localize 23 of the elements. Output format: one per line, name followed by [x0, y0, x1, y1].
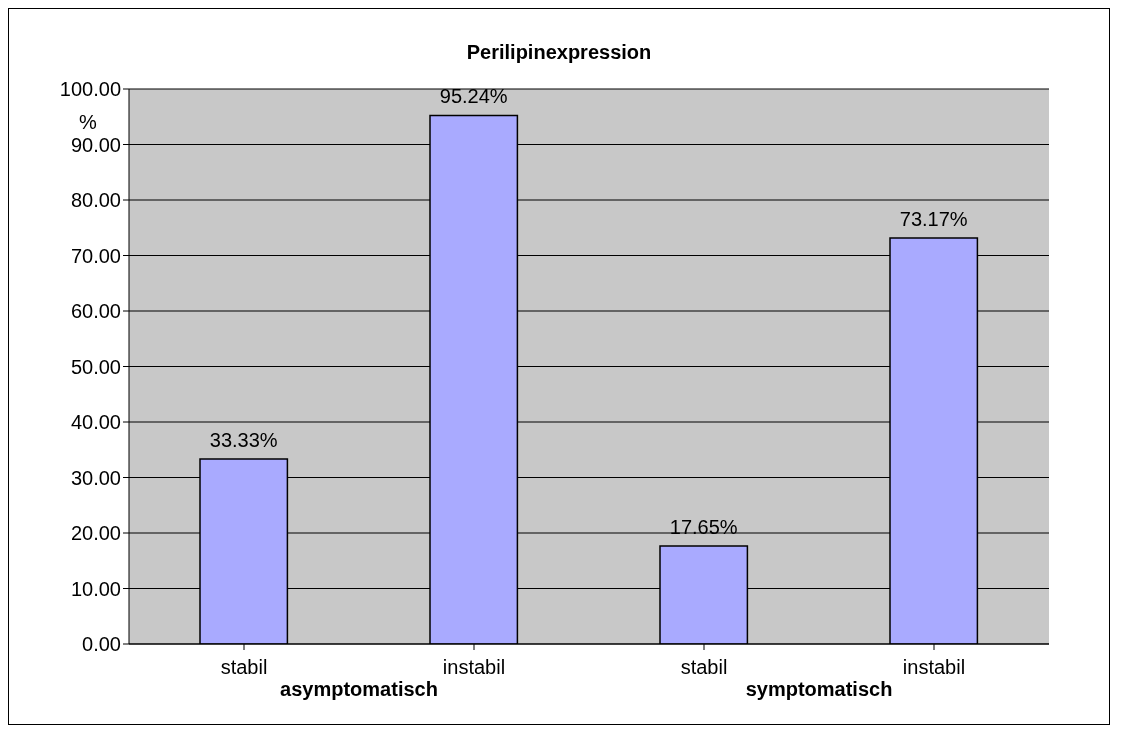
- y-tick-label: 10.00: [70, 577, 121, 600]
- text: asymptomatisch: [280, 678, 438, 700]
- text: symptomatisch: [745, 678, 893, 700]
- y-tick-label: 0.00: [82, 633, 121, 656]
- data-label: 33.33%: [209, 429, 278, 452]
- y-tick-label: 20.00: [70, 522, 121, 545]
- y-tick-label: 60.00: [70, 300, 121, 323]
- data-label: 17.65%: [669, 516, 738, 539]
- x-tick-label: instabil: [442, 656, 506, 678]
- y-tick-label: 40.00: [70, 411, 121, 434]
- y-tick-label: 90.00: [70, 133, 121, 156]
- y-tick-label: 80.00: [70, 189, 121, 212]
- y-tick-label: 30.00: [70, 466, 121, 489]
- x-tick-label: instabil: [902, 656, 966, 678]
- y-axis-title: %: [79, 111, 97, 134]
- data-label: 73.17%: [899, 207, 968, 230]
- y-tick-label: 70.00: [70, 244, 121, 267]
- data-label: 95.24%: [439, 85, 508, 108]
- y-tick-label: 50.00: [70, 355, 121, 378]
- y-tick-label: 100.00: [59, 78, 121, 101]
- x-tick-label: stabil: [220, 656, 268, 678]
- x-tick-label: stabil: [680, 656, 728, 678]
- chart-title: Perilipinexpression: [465, 41, 653, 64]
